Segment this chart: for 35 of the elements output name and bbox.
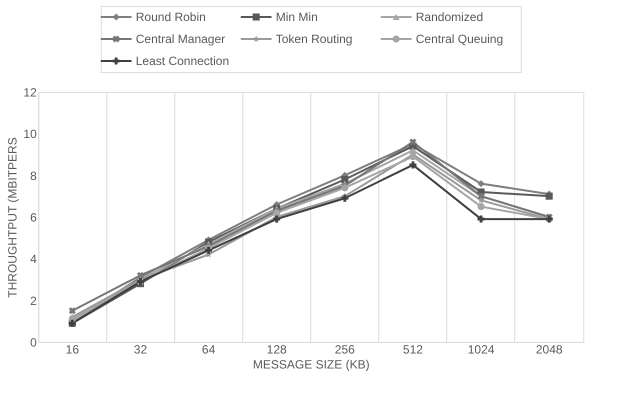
- y-tick-label: 12: [23, 86, 38, 100]
- point: [409, 161, 416, 168]
- x-axis-title: MESSAGE SIZE (KB): [252, 358, 370, 372]
- point: [68, 307, 76, 314]
- x-tick-label: 32: [134, 342, 148, 356]
- legend-label: Min Min: [276, 10, 318, 24]
- legend-label: Least Connection: [136, 54, 230, 68]
- y-tick-label: 0: [30, 336, 38, 350]
- point: [478, 196, 484, 204]
- x-tick-label: 1024: [468, 342, 495, 356]
- point: [273, 216, 280, 223]
- y-tick-label: 4: [30, 252, 38, 266]
- point: [478, 180, 485, 188]
- y-tick-label: 10: [23, 127, 38, 142]
- legend-label: Round Robin: [136, 10, 206, 24]
- x-tick-label: 128: [266, 342, 288, 356]
- x-tick-label: 2048: [536, 342, 563, 356]
- legend-label: Central Queuing: [416, 32, 504, 46]
- x-tick-label: 512: [402, 342, 424, 356]
- y-tick-label: 2: [30, 294, 38, 308]
- x-tick-label: 16: [66, 342, 80, 356]
- point: [478, 216, 485, 223]
- x-tick-label: 64: [202, 342, 216, 356]
- point: [478, 203, 485, 210]
- point: [409, 138, 416, 146]
- y-tick-label: 6: [30, 210, 38, 224]
- legend-label: Randomized: [416, 10, 484, 24]
- point: [341, 194, 348, 202]
- legend-label: Central Manager: [136, 32, 226, 46]
- point: [409, 153, 416, 160]
- x-tick-label: 256: [334, 342, 356, 356]
- y-axis-title: THROUGHTPUT (MBITPERS: [5, 137, 20, 298]
- y-tick-label: 8: [30, 168, 38, 183]
- legend-label: Token Routing: [276, 32, 352, 46]
- point: [341, 176, 348, 184]
